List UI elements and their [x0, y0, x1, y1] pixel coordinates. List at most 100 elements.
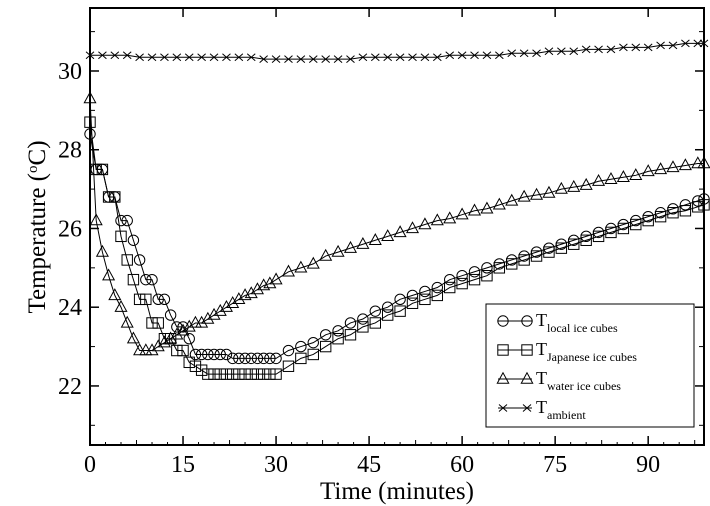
data-point-triangle	[356, 236, 370, 249]
series-line	[89, 98, 704, 352]
data-point-x	[308, 55, 318, 64]
legend-marker	[522, 404, 532, 412]
data-point-triangle	[368, 233, 382, 245]
data-point-triangle	[306, 256, 320, 269]
legend-marker	[496, 371, 510, 384]
data-point-x	[681, 39, 690, 48]
data-point-x	[184, 53, 194, 62]
data-point-triangle	[257, 278, 271, 291]
data-point-triangle	[263, 276, 277, 289]
y-axis-title-main: Temperature (	[24, 173, 51, 314]
legend-marker	[521, 344, 533, 356]
data-point-triangle	[666, 160, 680, 173]
data-point-x	[234, 53, 244, 62]
data-point-circle	[344, 317, 357, 329]
data-point-square	[319, 340, 332, 353]
data-point-circle	[357, 313, 369, 325]
data-point-triangle	[629, 168, 643, 181]
data-point-circle	[195, 348, 208, 361]
data-point-triangle	[120, 315, 134, 328]
y-tick-label: 24	[58, 295, 82, 321]
data-point-x	[271, 55, 281, 64]
y-axis-title-sup: o	[25, 165, 41, 173]
data-point-triangle	[443, 211, 457, 224]
data-point-circle	[332, 325, 344, 337]
data-point-triangle	[654, 162, 668, 175]
legend-label: TJapanese ice cubes	[536, 339, 637, 364]
data-point-x	[246, 53, 256, 62]
data-point-triangle	[616, 170, 630, 182]
data-point-x	[420, 53, 430, 62]
data-point-square	[698, 199, 710, 211]
data-point-triangle	[381, 229, 395, 242]
series-line	[90, 42, 704, 60]
data-point-triangle	[492, 197, 506, 210]
data-point-square	[270, 368, 282, 380]
data-point-square	[481, 270, 493, 282]
data-point-square	[282, 360, 295, 372]
series-x	[85, 39, 709, 64]
legend-marker	[498, 404, 508, 412]
data-point-triangle	[697, 156, 710, 169]
data-point-square	[406, 297, 419, 309]
legend-label-main: T	[536, 397, 547, 417]
x-tick-label: 90	[636, 452, 660, 478]
data-point-square	[84, 116, 96, 128]
data-point-square	[530, 250, 543, 262]
data-point-triangle	[294, 260, 308, 273]
x-tick-label: 15	[171, 452, 195, 478]
data-point-square	[127, 273, 140, 286]
data-point-x	[457, 51, 467, 60]
data-point-x	[383, 53, 393, 62]
data-point-triangle	[393, 225, 407, 238]
data-point-circle	[226, 352, 239, 365]
data-point-circle	[406, 289, 419, 302]
data-point-triangle	[213, 303, 227, 316]
data-point-x	[346, 55, 355, 64]
series-square	[84, 116, 710, 380]
data-point-circle	[115, 214, 127, 227]
data-point-circle	[140, 273, 152, 286]
data-point-x	[581, 45, 591, 54]
data-point-x	[470, 51, 479, 60]
data-point-triangle	[678, 158, 692, 171]
data-point-triangle	[319, 248, 333, 261]
data-point-x	[495, 51, 504, 60]
data-point-square	[630, 218, 642, 231]
data-point-square	[146, 317, 158, 329]
data-point-square	[152, 317, 164, 329]
legend-label: Twater ice cubes	[536, 368, 621, 393]
data-point-triangle	[176, 323, 190, 336]
data-point-x	[408, 53, 417, 62]
data-point-square	[295, 352, 307, 365]
data-point-triangle	[517, 189, 531, 202]
data-point-x	[197, 53, 206, 62]
data-point-x	[160, 53, 169, 62]
legend-item-circle: Tlocal ice cubes	[497, 310, 618, 335]
data-point-square	[419, 293, 431, 306]
data-point-triangle	[579, 177, 593, 190]
series-layer	[83, 39, 710, 380]
data-point-x	[110, 51, 120, 60]
y-tick-label: 26	[58, 216, 82, 242]
data-point-x	[370, 53, 380, 62]
data-point-x	[222, 53, 231, 62]
data-point-circle	[381, 301, 394, 313]
data-point-triangle	[157, 335, 171, 348]
x-tick-label: 75	[543, 452, 567, 478]
data-point-square	[642, 214, 654, 227]
data-point-triangle	[467, 203, 482, 216]
data-point-triangle	[195, 315, 209, 328]
data-point-x	[358, 53, 368, 62]
data-point-square	[158, 333, 171, 345]
data-point-triangle	[641, 164, 655, 177]
data-point-x	[122, 51, 132, 60]
legend-label-sub: Japanese ice cubes	[547, 350, 637, 364]
legend-marker	[521, 315, 533, 327]
data-point-triangle	[114, 299, 128, 312]
data-point-triangle	[108, 288, 122, 301]
data-point-triangle	[226, 296, 240, 308]
data-point-square	[171, 344, 183, 357]
data-point-circle	[456, 270, 468, 282]
data-point-triangle	[505, 193, 519, 206]
